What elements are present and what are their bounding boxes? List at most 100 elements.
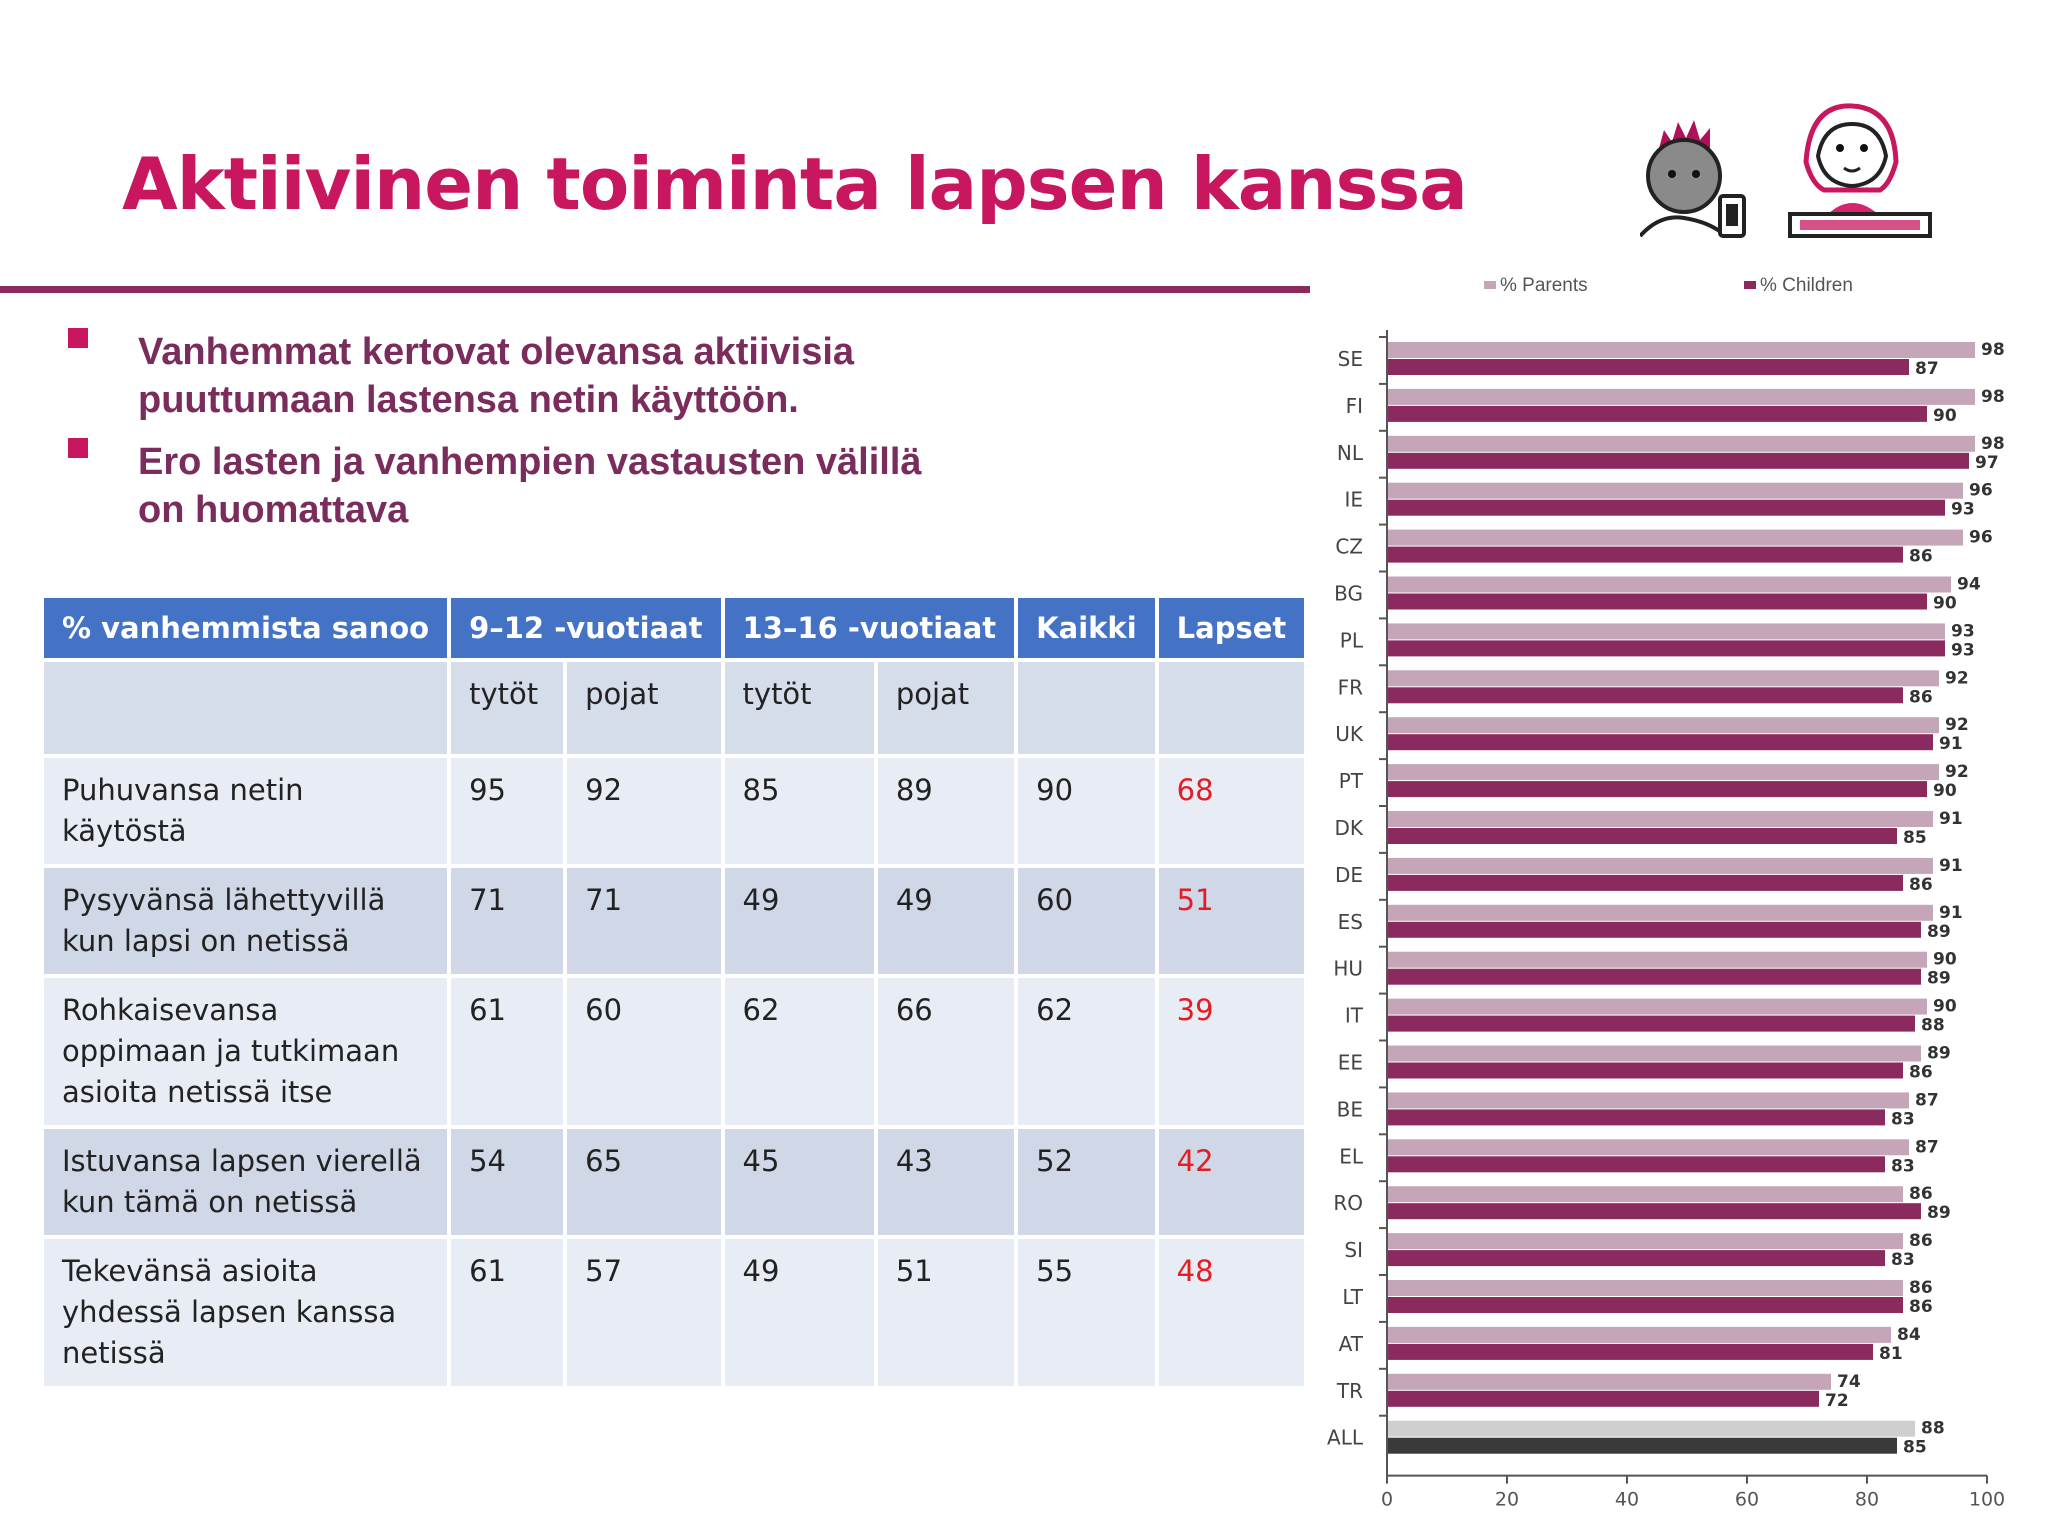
category-label: IT [1345,1004,1364,1028]
kids-value-cell: 68 [1158,758,1305,864]
header-cell: 9–12 -vuotiaat [451,598,721,658]
bar-children [1388,1343,1873,1360]
data-label-children: 86 [1909,1297,1933,1317]
table-cell: 51 [877,1239,1015,1386]
title-divider [0,286,1310,293]
header-cell: 13–16 -vuotiaat [724,598,1015,658]
slide-title: Aktiivinen toiminta lapsen kanssa [122,142,1468,226]
table-cell: 52 [1018,1129,1155,1235]
kids-value-cell: 48 [1158,1239,1305,1386]
legend-label: % Children [1760,275,1853,296]
bar-parents [1388,576,1951,593]
bullet-list: Vanhemmat kertovat olevansa aktiivisia p… [68,328,968,548]
data-label-children: 86 [1909,1063,1933,1083]
bar-children [1388,921,1921,938]
table-cell: 55 [1018,1239,1155,1386]
category-label: BE [1337,1097,1363,1121]
kids-value-cell: 42 [1158,1129,1305,1235]
category-label: BG [1334,582,1363,606]
data-label-children: 85 [1903,828,1927,848]
bar-children [1388,359,1909,375]
category-label: PL [1340,628,1364,652]
bar-children [1388,1437,1897,1454]
table-cell: 92 [567,758,721,864]
x-tick-label: 60 [1735,1489,1759,1508]
table-cell: 49 [877,868,1015,974]
bar-parents [1388,764,1939,781]
bar-parents [1388,1092,1909,1109]
row-label: Rohkaisevansa oppimaan ja tutkimaan asio… [44,978,448,1125]
subheader-cell: tytöt [451,662,564,754]
bullet-item: Vanhemmat kertovat olevansa aktiivisia p… [68,328,968,424]
x-tick-label: 20 [1495,1489,1519,1508]
bar-children [1388,1156,1885,1173]
data-label-children: 81 [1879,1344,1903,1364]
category-label: ALL [1327,1426,1364,1450]
data-label-children: 86 [1909,687,1933,707]
table-cell: 60 [1018,868,1155,974]
data-label-parents: 89 [1927,1044,1951,1064]
category-label: RO [1333,1191,1363,1215]
legend-label: % Parents [1500,275,1588,296]
subheader-cell: pojat [877,662,1015,754]
category-label: DK [1334,816,1363,840]
bar-parents [1388,1233,1903,1250]
data-label-children: 93 [1951,500,1975,520]
table-cell: 66 [877,978,1015,1125]
data-label-parents: 84 [1897,1325,1921,1345]
bar-children [1388,874,1903,891]
kids-value-cell: 51 [1158,868,1305,974]
data-label-parents: 92 [1945,715,1969,735]
bullet-text: Vanhemmat kertovat olevansa aktiivisia p… [138,331,855,421]
category-label: FI [1346,394,1363,418]
table-cell: 71 [567,868,721,974]
table-row: Rohkaisevansa oppimaan ja tutkimaan asio… [44,978,1305,1125]
bullet-square-icon [68,328,88,348]
data-label-parents: 87 [1915,1090,1939,1110]
data-label-children: 87 [1915,359,1939,379]
data-label-parents: 74 [1837,1372,1861,1392]
parents-activity-table: % vanhemmista sanoo 9–12 -vuotiaat 13–16… [40,594,1308,1390]
children-illustration [1640,103,1932,238]
table-cell: 90 [1018,758,1155,864]
bar-children [1388,640,1945,657]
bar-parents [1388,951,1927,968]
data-label-parents: 93 [1951,621,1975,641]
category-label: IE [1344,488,1363,512]
bar-parents [1388,1373,1831,1390]
bar-parents [1388,1420,1915,1437]
bullet-square-icon [68,438,88,458]
category-label: LT [1342,1285,1363,1309]
bar-parents [1388,1045,1921,1062]
data-label-parents: 92 [1945,668,1969,688]
category-label: DE [1335,863,1363,887]
table-cell: 62 [724,978,874,1125]
bar-children [1388,1390,1819,1407]
bar-parents [1388,529,1963,546]
data-label-children: 83 [1891,1250,1915,1270]
x-tick-label: 100 [1969,1489,2005,1508]
table-cell: 54 [451,1129,564,1235]
legend-swatch [1484,281,1496,289]
header-cell: Lapset [1158,598,1305,658]
table-row: Tekevänsä asioita yhdessä lapsen kanssa … [44,1239,1305,1386]
table-subheader-row: tytöt pojat tytöt pojat [44,662,1305,754]
bar-children [1388,593,1927,610]
data-label-children: 83 [1891,1109,1915,1129]
data-label-children: 85 [1903,1438,1927,1458]
data-label-parents: 92 [1945,762,1969,782]
category-label: ES [1338,910,1363,934]
category-label: PT [1339,769,1364,793]
data-label-children: 86 [1909,547,1933,567]
data-label-children: 72 [1825,1391,1849,1411]
bar-children [1388,452,1969,469]
table-cell: 89 [877,758,1015,864]
row-label: Puhuvansa netin käytöstä [44,758,448,864]
table-row: Pysyvänsä lähettyvillä kun lapsi on neti… [44,868,1305,974]
category-label: UK [1335,722,1364,746]
kids-value-cell: 39 [1158,978,1305,1125]
x-tick-label: 80 [1855,1489,1879,1508]
table-cell: 61 [451,978,564,1125]
header-cell: Kaikki [1018,598,1155,658]
bar-children [1388,828,1897,844]
